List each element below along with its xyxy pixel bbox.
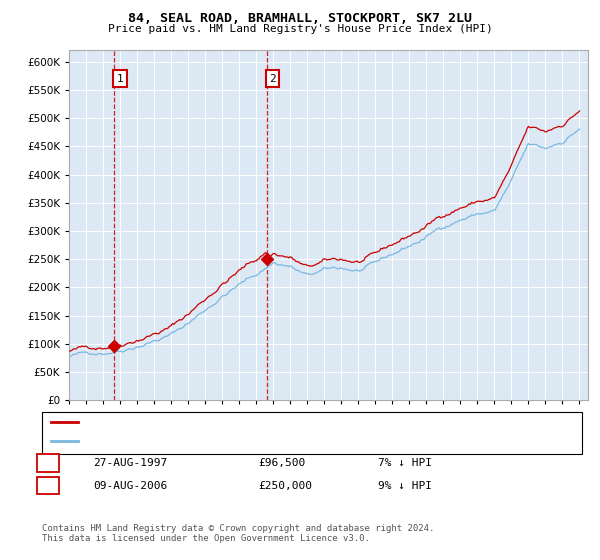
- Text: £250,000: £250,000: [258, 480, 312, 491]
- Text: 1: 1: [116, 73, 123, 83]
- Text: 1: 1: [44, 458, 52, 468]
- Text: 27-AUG-1997: 27-AUG-1997: [93, 458, 167, 468]
- Text: 7% ↓ HPI: 7% ↓ HPI: [378, 458, 432, 468]
- Text: HPI: Average price, detached house, Stockport: HPI: Average price, detached house, Stoc…: [81, 436, 362, 446]
- Text: 09-AUG-2006: 09-AUG-2006: [93, 480, 167, 491]
- Text: 2: 2: [269, 73, 276, 83]
- Text: 84, SEAL ROAD, BRAMHALL, STOCKPORT, SK7 2LU: 84, SEAL ROAD, BRAMHALL, STOCKPORT, SK7 …: [128, 12, 472, 25]
- Text: £96,500: £96,500: [258, 458, 305, 468]
- Text: 84, SEAL ROAD, BRAMHALL, STOCKPORT, SK7 2LU (detached house): 84, SEAL ROAD, BRAMHALL, STOCKPORT, SK7 …: [81, 417, 456, 427]
- Text: 9% ↓ HPI: 9% ↓ HPI: [378, 480, 432, 491]
- Text: Contains HM Land Registry data © Crown copyright and database right 2024.
This d: Contains HM Land Registry data © Crown c…: [42, 524, 434, 543]
- Text: Price paid vs. HM Land Registry's House Price Index (HPI): Price paid vs. HM Land Registry's House …: [107, 24, 493, 34]
- Text: 2: 2: [44, 480, 52, 491]
